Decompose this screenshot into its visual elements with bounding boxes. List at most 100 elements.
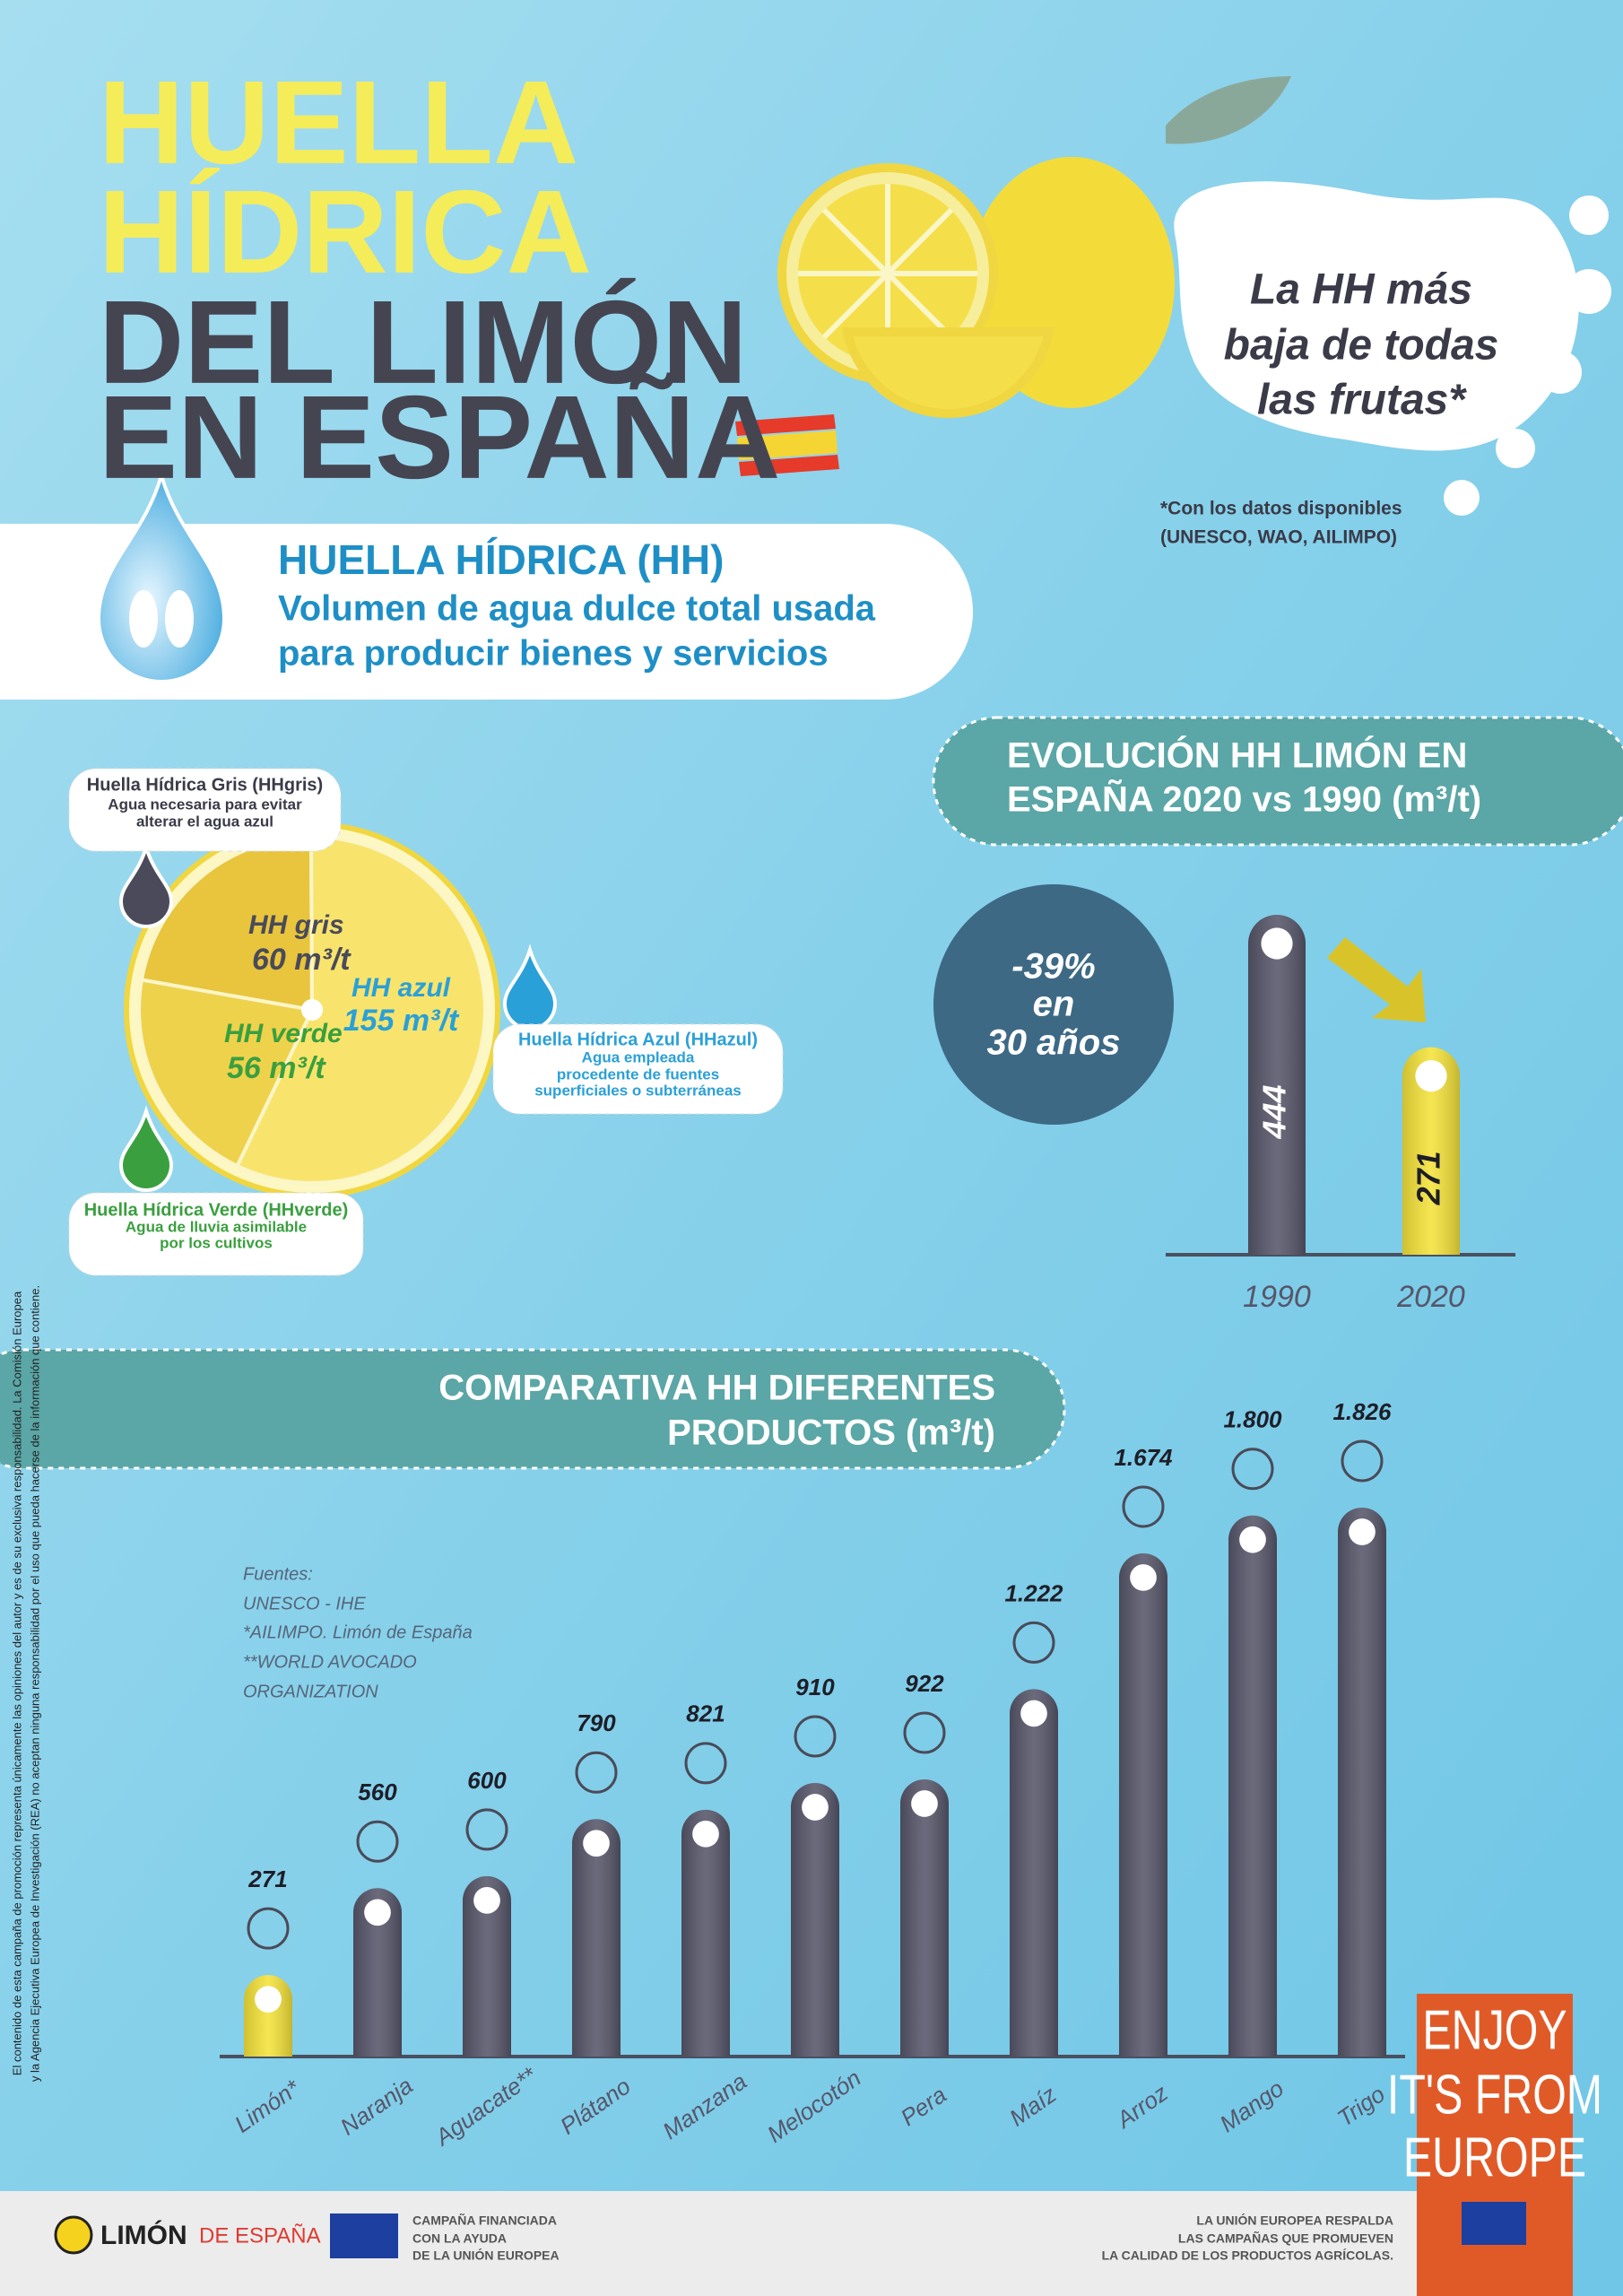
bar-dot [1261, 927, 1293, 960]
enjoy-badge [1417, 1994, 1573, 2296]
tagline: las frutas* [1257, 377, 1467, 424]
bar-value-label: 790 [577, 1709, 616, 1736]
lemon-illustration [777, 76, 1291, 419]
definition-text: para producir bienes y servicios [278, 634, 829, 674]
title: HUELLA [99, 57, 578, 188]
title: HÍDRICA [99, 166, 592, 298]
description-text: Agua de lluvia asimilable [126, 1218, 307, 1235]
pie-value-label: 60 m³/t [252, 943, 352, 977]
tagline: baja de todas [1224, 322, 1499, 370]
description-title: Huella Hídrica Verde (HHverde) [84, 1200, 349, 1220]
pie-center [301, 999, 323, 1021]
bar-shade [681, 1809, 730, 2057]
eu-text: LAS CAMPAÑAS QUE PROMUEVEN [1178, 2231, 1393, 2246]
bar-value-label: 821 [686, 1700, 725, 1727]
footer-band [0, 2191, 1417, 2296]
bar-value-label: 1.800 [1223, 1406, 1282, 1433]
pie-slice [234, 835, 487, 1185]
evolution-title-band [932, 716, 1623, 847]
chart-title: PRODUCTOS (m³/t) [667, 1413, 995, 1453]
description-text: superficiales o subterráneas [534, 1082, 742, 1099]
bar-value-label: 600 [467, 1767, 507, 1794]
bar-shade [1119, 1552, 1167, 2057]
source-note: *AILIMPO. Limón de España [243, 1622, 473, 1642]
bar-value-label: 271 [247, 1866, 287, 1892]
definition-band [0, 524, 973, 700]
eu-flag [330, 2213, 398, 2258]
bar-value-label: 1.222 [1004, 1579, 1063, 1606]
chart-title: ESPAÑA 2020 vs 1990 (m³/t) [1007, 778, 1481, 820]
source-note: UNESCO - IHE [243, 1594, 366, 1613]
product-icon [684, 1742, 727, 1785]
bar-dot [911, 1790, 938, 1817]
description-box [68, 768, 342, 852]
bar-value-label: 444 [1256, 1084, 1293, 1139]
logo-text: LIMÓN [100, 2220, 187, 2250]
bar-dot [473, 1887, 500, 1914]
disclaimer: El contenido de esta campaña de promoció… [10, 1291, 23, 2075]
product-icon [903, 1711, 946, 1754]
drop-icon [118, 841, 174, 928]
campaign-text: DE LA UNIÓN EUROPEA [412, 2248, 560, 2263]
eu-text: LA UNIÓN EUROPEA RESPALDA [1196, 2213, 1393, 2228]
arrow-icon [1327, 937, 1426, 1022]
logo-text: DE ESPAÑA [199, 2223, 321, 2248]
description-box [68, 1192, 364, 1276]
bar-dot [1349, 1518, 1376, 1545]
product-icon [1012, 1621, 1055, 1664]
campaign-text: CON LA AYUDA [412, 2231, 507, 2246]
x-tick-label: 1990 [1243, 1280, 1311, 1314]
bar-shade [1010, 1689, 1058, 2057]
product-icon [1231, 1448, 1274, 1491]
bar-shade [572, 1819, 621, 2057]
product-icon [575, 1751, 618, 1794]
eu-flag [1462, 2202, 1526, 2245]
description-title: Huella Hídrica Gris (HHgris) [87, 775, 323, 795]
source-note: **WORLD AVOCADO [243, 1652, 417, 1672]
bar-shade [791, 1783, 839, 2057]
description-text: Agua empleada [582, 1048, 695, 1065]
footprint-dots [1444, 196, 1611, 516]
product-icon [356, 1820, 399, 1863]
bar-shade [463, 1875, 511, 2057]
product-icon [794, 1715, 837, 1758]
description-text: alterar el agua azul [136, 813, 273, 830]
campaign-text: CAMPAÑA FINANCIADA [412, 2213, 557, 2228]
bar-dot [802, 1794, 829, 1821]
bar-dot [1020, 1700, 1047, 1727]
description-text: Agua necesaria para evitar [108, 796, 302, 813]
cloud [1174, 181, 1579, 451]
product-icon [1341, 1439, 1384, 1483]
bar-dot [255, 1986, 282, 2013]
title: EN ESPAÑA [99, 371, 780, 503]
tagline: La HH más [1250, 266, 1472, 314]
source-note: Fuentes: [243, 1564, 313, 1584]
pie-value-label: 155 m³/t [343, 1004, 460, 1038]
product-icon [247, 1907, 290, 1950]
bar-value-label: 910 [795, 1674, 835, 1700]
bar-shade [353, 1888, 402, 2057]
title: DEL LIMÓN [99, 276, 748, 408]
change-label: -39% [1011, 947, 1095, 987]
source-note: ORGANIZATION [243, 1682, 378, 1701]
bar-dot [364, 1899, 391, 1926]
x-tick-label: 2020 [1396, 1280, 1465, 1314]
bar-dot [1415, 1060, 1447, 1092]
bar-value-label: 560 [358, 1779, 397, 1805]
pie-value-label: 56 m³/t [227, 1051, 326, 1085]
bar-dot [1239, 1526, 1266, 1553]
pie-label: HH azul [352, 973, 451, 1003]
bar-dot [692, 1820, 719, 1848]
change-label: en [1033, 985, 1075, 1024]
pie-label: HH gris [248, 910, 344, 940]
lemon-logo [54, 2215, 93, 2255]
bar-shade [1402, 1047, 1460, 1255]
change-circle [933, 884, 1174, 1125]
bar-shade [1228, 1515, 1277, 2057]
bar-value-label: 1.674 [1114, 1444, 1173, 1471]
pie-label: HH verde [224, 1019, 343, 1048]
badge-text: EUROPE [1403, 2126, 1586, 2188]
bar-dot [583, 1830, 610, 1857]
